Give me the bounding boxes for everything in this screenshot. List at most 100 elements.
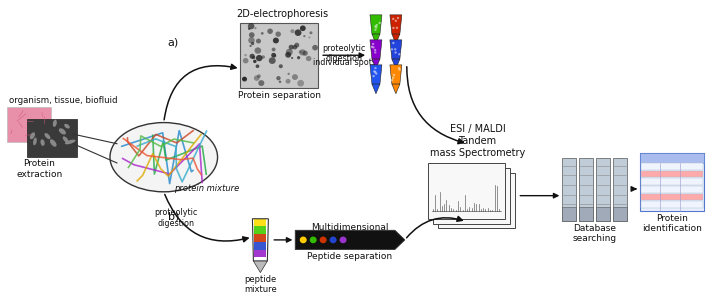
- Circle shape: [275, 32, 281, 37]
- Circle shape: [273, 38, 279, 44]
- Circle shape: [250, 54, 255, 59]
- Circle shape: [243, 58, 248, 63]
- Text: protein mixture: protein mixture: [174, 184, 239, 193]
- Polygon shape: [370, 65, 382, 84]
- Bar: [254, 219, 266, 226]
- Text: proteolytic
digestion: proteolytic digestion: [322, 44, 366, 63]
- Bar: [641, 178, 703, 185]
- Circle shape: [274, 55, 277, 58]
- Bar: [641, 186, 703, 193]
- Circle shape: [277, 76, 281, 80]
- Circle shape: [250, 45, 252, 47]
- Circle shape: [376, 24, 378, 26]
- Text: Multidimensional: Multidimensional: [311, 223, 389, 232]
- Circle shape: [261, 32, 264, 35]
- Bar: [613, 158, 627, 221]
- Circle shape: [398, 67, 400, 69]
- Circle shape: [398, 69, 400, 71]
- Circle shape: [395, 20, 397, 22]
- Ellipse shape: [50, 139, 56, 147]
- Bar: [254, 234, 266, 242]
- Circle shape: [279, 80, 282, 83]
- Circle shape: [340, 237, 347, 243]
- Bar: [579, 207, 593, 221]
- Circle shape: [391, 48, 393, 50]
- Polygon shape: [253, 261, 267, 273]
- Circle shape: [372, 46, 374, 49]
- Text: ESI / MALDI
Tandem
mass Spectrometry: ESI / MALDI Tandem mass Spectrometry: [430, 125, 525, 158]
- Circle shape: [292, 74, 298, 80]
- Circle shape: [257, 74, 261, 78]
- Circle shape: [253, 60, 256, 63]
- Circle shape: [396, 27, 398, 29]
- Ellipse shape: [64, 124, 70, 128]
- Ellipse shape: [63, 136, 68, 142]
- Text: organism, tissue, biofluid: organism, tissue, biofluid: [9, 96, 118, 105]
- Polygon shape: [392, 84, 400, 94]
- Circle shape: [269, 57, 276, 64]
- Circle shape: [294, 43, 299, 48]
- Bar: [641, 163, 703, 170]
- Text: Peptide separation: Peptide separation: [308, 252, 392, 261]
- Circle shape: [309, 31, 313, 34]
- Text: Protein
extraction: Protein extraction: [16, 159, 62, 179]
- Circle shape: [395, 51, 397, 54]
- Circle shape: [375, 26, 377, 29]
- Circle shape: [248, 28, 251, 30]
- Polygon shape: [295, 230, 405, 249]
- Circle shape: [287, 73, 290, 75]
- Circle shape: [297, 56, 300, 59]
- Bar: [433, 168, 510, 224]
- Circle shape: [308, 36, 311, 38]
- Circle shape: [289, 45, 294, 49]
- Circle shape: [392, 42, 395, 44]
- Circle shape: [300, 237, 307, 243]
- Polygon shape: [392, 59, 400, 69]
- Bar: [579, 158, 593, 221]
- Circle shape: [300, 25, 306, 31]
- Polygon shape: [390, 15, 402, 34]
- Circle shape: [320, 237, 327, 243]
- Bar: [254, 249, 266, 257]
- Ellipse shape: [59, 128, 66, 134]
- Circle shape: [248, 23, 254, 29]
- Circle shape: [310, 237, 316, 243]
- Bar: [640, 153, 704, 211]
- Circle shape: [392, 77, 395, 79]
- Ellipse shape: [53, 120, 56, 127]
- Circle shape: [306, 56, 311, 61]
- Circle shape: [255, 47, 261, 54]
- Ellipse shape: [41, 139, 45, 146]
- Circle shape: [295, 30, 301, 36]
- Bar: [28, 119, 77, 157]
- Circle shape: [298, 50, 302, 54]
- Text: peptide
mixture: peptide mixture: [244, 274, 277, 294]
- Circle shape: [242, 77, 247, 82]
- Ellipse shape: [30, 132, 35, 139]
- Circle shape: [392, 27, 395, 29]
- Bar: [438, 173, 515, 228]
- Polygon shape: [390, 65, 402, 84]
- Bar: [428, 163, 505, 219]
- Circle shape: [267, 29, 273, 34]
- Bar: [254, 242, 266, 249]
- Circle shape: [254, 27, 256, 29]
- Circle shape: [393, 74, 395, 76]
- Circle shape: [374, 49, 376, 51]
- Ellipse shape: [110, 122, 217, 192]
- Circle shape: [398, 53, 400, 55]
- Bar: [563, 207, 576, 221]
- Circle shape: [374, 71, 376, 73]
- Circle shape: [374, 67, 376, 69]
- Circle shape: [375, 72, 377, 75]
- Circle shape: [286, 49, 292, 55]
- Circle shape: [379, 22, 381, 24]
- Circle shape: [285, 79, 290, 84]
- Circle shape: [373, 70, 376, 72]
- Circle shape: [372, 75, 375, 77]
- Circle shape: [256, 55, 263, 61]
- Circle shape: [298, 80, 304, 86]
- Circle shape: [256, 64, 259, 68]
- Bar: [641, 201, 703, 208]
- Polygon shape: [390, 40, 402, 59]
